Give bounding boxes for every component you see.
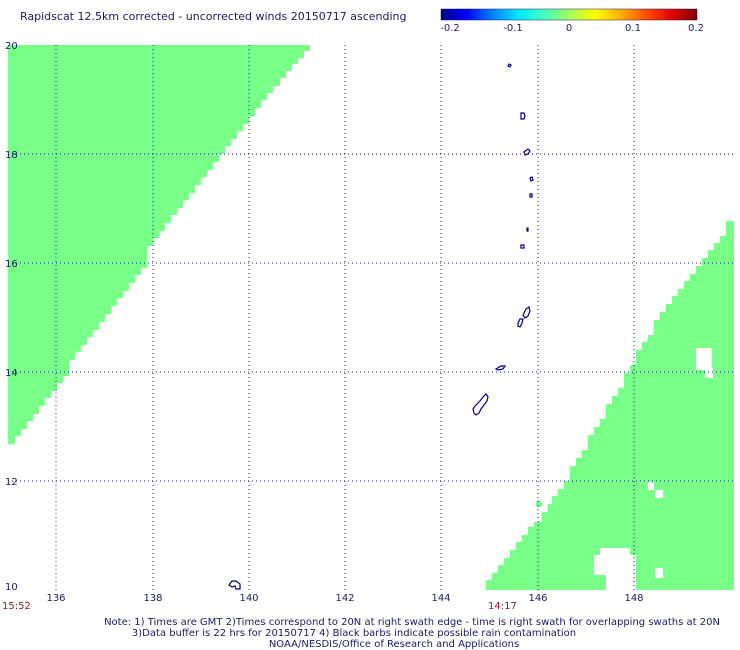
island-outline-guam xyxy=(472,393,489,416)
figure-title: Rapidscat 12.5km corrected - uncorrected… xyxy=(20,10,406,23)
colorbar-tick-label: -0.1 xyxy=(503,23,523,34)
swath-speck xyxy=(535,500,543,508)
lon-tick-label: 148 xyxy=(624,593,643,604)
colorbar-tick-label: -0.2 xyxy=(440,23,460,34)
note-line-2: 3)Data buffer is 22 hrs for 20150717 4) … xyxy=(132,628,576,639)
colorbar-tick-label: 0 xyxy=(566,23,572,34)
colorbar: -0.2 -0.1 0 0.1 0.2 xyxy=(440,8,704,34)
swath-gap xyxy=(655,490,663,498)
island-outline xyxy=(517,318,524,328)
lat-tick-label: 20 xyxy=(5,41,18,52)
swath-coverage-west xyxy=(8,45,310,444)
lat-tick-label: 16 xyxy=(5,259,18,270)
island-outline xyxy=(526,227,529,232)
swath-gap xyxy=(648,482,654,490)
island-outline xyxy=(522,306,531,319)
swath-coverage-east xyxy=(486,221,734,590)
map-plot-area xyxy=(8,45,734,590)
lon-tick-label: 144 xyxy=(431,593,450,604)
swath-time-left: 15:52 xyxy=(2,601,31,612)
lon-tick-label: 138 xyxy=(143,593,162,604)
island-outline xyxy=(529,193,533,198)
lon-tick-label: 136 xyxy=(46,593,65,604)
lon-tick-label: 146 xyxy=(528,593,547,604)
lat-tick-label: 14 xyxy=(5,368,18,379)
lat-tick-label: 12 xyxy=(5,477,18,488)
land-outlines xyxy=(228,63,534,590)
island-outline xyxy=(520,244,525,249)
swath-gap xyxy=(705,368,713,378)
swath-time-right: 14:17 xyxy=(488,601,517,612)
swath-gap xyxy=(696,348,712,370)
colorbar-tick-label: 0.2 xyxy=(688,23,704,34)
colorbar-tick-label: 0.1 xyxy=(625,23,641,34)
swath-gap xyxy=(528,512,542,522)
lat-tick-label: 18 xyxy=(5,150,18,161)
note-line-3: NOAA/NESDIS/Office of Research and Appli… xyxy=(269,639,519,650)
map-grid xyxy=(8,45,734,590)
lon-tick-label: 140 xyxy=(239,593,258,604)
longitude-labels: 136 138 140 142 144 146 148 xyxy=(46,593,643,604)
island-outline xyxy=(529,176,534,182)
island-outline xyxy=(494,365,507,371)
lon-tick-label: 142 xyxy=(335,593,354,604)
swath-gap xyxy=(594,555,636,575)
island-outline xyxy=(523,148,531,156)
lat-tick-label: 10 xyxy=(5,582,18,593)
swath-gap xyxy=(540,500,548,512)
swath-gap xyxy=(655,568,663,578)
latitude-labels: 20 18 16 14 12 10 xyxy=(5,41,18,593)
note-line-1: Note: 1) Times are GMT 2)Times correspon… xyxy=(104,617,720,628)
swath-gap xyxy=(606,575,636,590)
colorbar-gradient xyxy=(440,8,698,21)
island-outline xyxy=(228,580,241,590)
island-outline xyxy=(520,112,526,120)
island-outline xyxy=(507,63,512,68)
